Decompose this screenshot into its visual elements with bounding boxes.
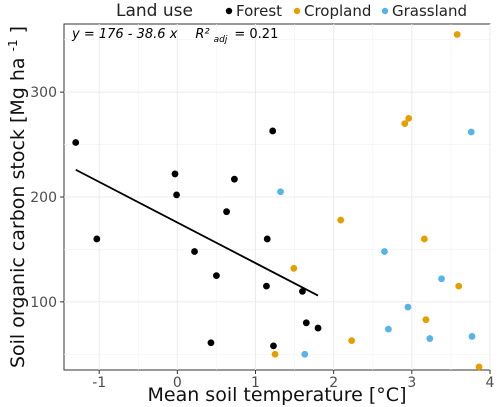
- data-point-grassland: [467, 128, 475, 136]
- data-point-forest: [299, 287, 306, 295]
- data-point-forest: [314, 324, 322, 332]
- x-tick-label: -1: [92, 375, 106, 391]
- y-axis-title-end: ]: [7, 26, 29, 33]
- data-point-cropland: [405, 114, 413, 122]
- legend-label-cropland: Cropland: [304, 2, 371, 20]
- data-point-grassland: [438, 275, 445, 283]
- data-point-forest: [263, 282, 270, 290]
- points-layer: [72, 31, 483, 371]
- data-point-grassland: [384, 325, 392, 333]
- annotation-r2-symbol: R²: [195, 27, 209, 42]
- data-point-forest: [263, 235, 271, 243]
- x-tick-label: 1: [251, 375, 260, 391]
- y-axis-title-main: Soil organic carbon stock [Mg ha: [7, 57, 29, 368]
- data-point-cropland: [420, 235, 428, 243]
- y-tick-label: 100: [30, 295, 57, 311]
- annotation-r2-value: = 0.21: [234, 27, 278, 42]
- y-tick-label: 300: [30, 85, 57, 101]
- legend: Land use Forest Cropland Grassland: [116, 1, 467, 21]
- data-point-forest: [171, 170, 179, 178]
- regression-line: [75, 168, 319, 297]
- data-point-cropland: [348, 337, 356, 345]
- y-axis-ticks: 100 200 300: [30, 85, 64, 311]
- data-point-cropland: [271, 350, 279, 358]
- regression-annotation: y = 176 - 38.6 x R² adj = 0.21: [71, 25, 278, 46]
- legend-label-grassland: Grassland: [392, 2, 467, 20]
- data-point-cropland: [453, 31, 461, 38]
- legend-swatch-forest: [225, 7, 233, 15]
- data-point-forest: [269, 127, 277, 135]
- data-point-cropland: [290, 264, 298, 272]
- grid: [64, 24, 491, 370]
- data-point-forest: [173, 191, 180, 199]
- data-point-grassland: [468, 333, 476, 340]
- data-point-grassland: [404, 303, 412, 311]
- x-tick-label: 4: [486, 375, 495, 391]
- data-point-cropland: [455, 282, 463, 290]
- trend-line-layer: [75, 168, 319, 297]
- legend-swatch-grassland: [381, 7, 389, 15]
- x-axis-title: Mean soil temperature [°C]: [148, 384, 407, 406]
- y-axis-title: Soil organic carbon stock [Mg ha -1 ]: [0, 26, 29, 368]
- legend-label-forest: Forest: [236, 2, 282, 20]
- data-point-grassland: [426, 335, 434, 342]
- data-point-forest: [231, 175, 238, 183]
- y-tick-label: 200: [30, 190, 57, 206]
- x-tick-label: 2: [329, 375, 338, 391]
- data-point-forest: [93, 235, 101, 243]
- data-point-cropland: [475, 363, 483, 371]
- data-point-grassland: [277, 188, 284, 196]
- data-point-cropland: [337, 216, 345, 224]
- legend-title: Land use: [116, 1, 193, 21]
- data-point-forest: [223, 208, 230, 216]
- data-point-forest: [207, 339, 215, 347]
- legend-swatch-cropland: [293, 7, 301, 15]
- x-tick-label: 0: [173, 375, 182, 391]
- x-tick-label: 3: [407, 375, 416, 391]
- data-point-cropland: [401, 120, 409, 128]
- annotation-r2-sub: adj: [214, 35, 228, 45]
- plot-panel: -1 0 1 2 3 4 100 200 300: [30, 23, 495, 391]
- data-point-forest: [72, 139, 80, 146]
- x-axis-ticks: -1 0 1 2 3 4: [92, 370, 495, 391]
- y-axis-title-sup: -1: [6, 39, 20, 51]
- data-point-cropland: [422, 316, 430, 324]
- annotation-equation: y = 176 - 38.6 x: [71, 27, 178, 42]
- annotation-line: y = 176 - 38.6 x R² adj = 0.21: [71, 25, 278, 46]
- data-point-forest: [191, 248, 198, 255]
- data-point-forest: [270, 342, 277, 350]
- data-point-forest: [302, 319, 310, 327]
- data-point-grassland: [301, 350, 309, 358]
- data-point-forest: [213, 272, 220, 280]
- data-point-grassland: [381, 248, 388, 255]
